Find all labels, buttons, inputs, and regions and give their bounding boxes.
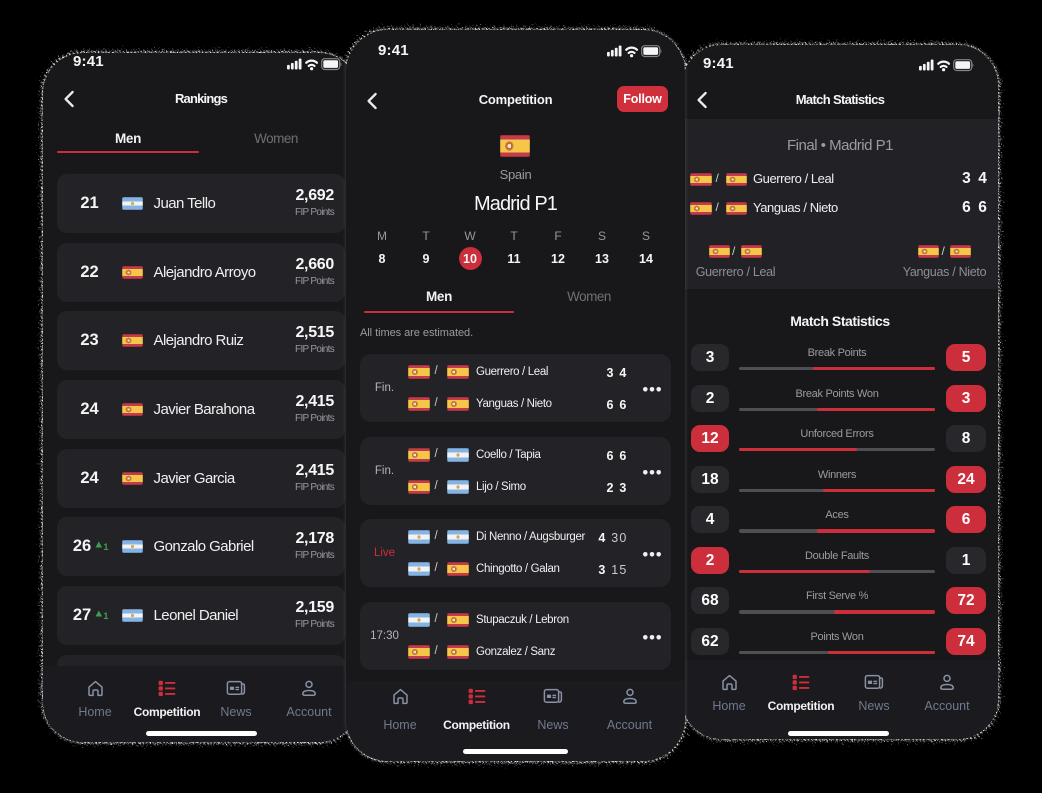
svg-text:1: 1	[103, 542, 109, 552]
svg-text:1: 1	[103, 611, 109, 621]
